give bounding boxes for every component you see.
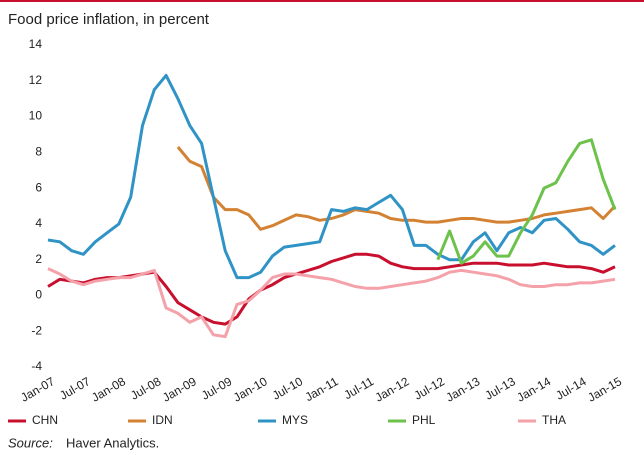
legend-label: MYS	[282, 413, 308, 427]
x-tick-label: Jul-10	[270, 374, 306, 403]
y-tick-label: -4	[31, 359, 42, 373]
x-tick-label: Jan-11	[303, 374, 341, 404]
y-tick-label: -2	[31, 323, 42, 337]
x-tick-label: Jan-09	[160, 374, 199, 405]
source: Haver Analytics.	[66, 435, 159, 450]
y-tick-label: 4	[35, 216, 42, 230]
legend-label: CHN	[32, 413, 58, 427]
x-tick-label: Jan-13	[444, 374, 483, 405]
x-tick-label: Jan-08	[89, 374, 128, 405]
legend-label: THA	[542, 413, 566, 427]
x-tick-label: Jan-07	[18, 374, 57, 405]
x-tick-label: Jan-14	[514, 374, 553, 405]
legend-label: PHL	[412, 413, 436, 427]
x-tick-label: Jan-15	[585, 374, 624, 405]
series-line	[47, 252, 616, 326]
x-tick-label: Jul-08	[128, 374, 164, 403]
y-tick-label: 2	[35, 252, 42, 266]
x-tick-label: Jan-10	[231, 374, 270, 405]
series-line	[47, 267, 616, 339]
x-tick-label: Jul-11	[341, 374, 376, 402]
y-tick-label: 12	[29, 73, 43, 87]
series-line	[47, 73, 616, 280]
y-tick-label: 10	[29, 109, 43, 123]
series-line	[436, 138, 617, 265]
x-tick-label: Jul-12	[412, 374, 448, 403]
chart-title: Food price inflation, in percent	[8, 11, 210, 28]
series-line	[176, 146, 617, 231]
x-tick-label: Jul-14	[553, 374, 589, 403]
x-tick-label: Jul-09	[199, 374, 235, 403]
x-tick-label: Jan-12	[373, 374, 412, 405]
y-tick-label: 8	[35, 145, 42, 159]
y-tick-label: 0	[35, 288, 42, 302]
source-label: Source:	[8, 435, 53, 450]
x-tick-label: Jul-07	[57, 374, 93, 403]
y-tick-label: 14	[29, 37, 43, 51]
legend-label: IDN	[152, 413, 173, 427]
x-tick-label: Jul-13	[482, 374, 518, 403]
y-tick-label: 6	[35, 180, 42, 194]
